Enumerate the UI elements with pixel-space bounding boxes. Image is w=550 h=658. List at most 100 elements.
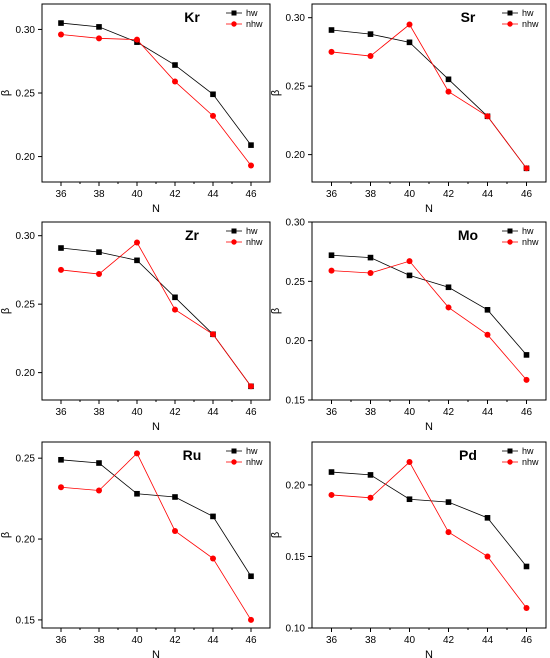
data-point-nhw bbox=[96, 487, 102, 494]
legend-marker-nhw bbox=[231, 459, 237, 465]
data-point-hw bbox=[58, 245, 64, 251]
y-tick-label: 0.20 bbox=[286, 480, 306, 491]
data-point-nhw bbox=[58, 266, 64, 273]
data-point-nhw bbox=[210, 112, 216, 119]
data-point-hw bbox=[445, 76, 452, 83]
panel-title: Kr bbox=[184, 9, 200, 25]
data-point-nhw bbox=[445, 304, 452, 311]
x-tick-label: 40 bbox=[404, 189, 416, 200]
y-tick-label: 0.10 bbox=[286, 624, 306, 635]
legend-label-nhw: nhw bbox=[246, 457, 263, 467]
data-point-nhw bbox=[406, 21, 413, 28]
series-line-hw bbox=[60, 459, 252, 577]
series-line-hw bbox=[60, 247, 252, 387]
data-point-nhw bbox=[172, 78, 178, 85]
data-point-nhw bbox=[58, 31, 64, 38]
legend-marker-nhw bbox=[507, 21, 513, 27]
data-point-hw bbox=[445, 499, 452, 505]
x-tick-label: 46 bbox=[521, 189, 533, 200]
x-tick-label: 44 bbox=[207, 635, 219, 646]
data-point-hw bbox=[484, 307, 491, 313]
data-point-nhw bbox=[445, 529, 452, 536]
data-point-hw bbox=[367, 254, 374, 261]
data-point-nhw bbox=[172, 306, 178, 313]
x-axis-label: N bbox=[425, 203, 433, 215]
data-point-nhw bbox=[445, 88, 452, 95]
data-point-nhw bbox=[367, 270, 374, 277]
data-point-nhw bbox=[134, 36, 140, 43]
x-tick-label: 38 bbox=[365, 407, 377, 418]
legend-label-nhw: nhw bbox=[246, 19, 263, 29]
y-axis-label: β bbox=[0, 90, 12, 96]
x-tick-label: 40 bbox=[131, 407, 143, 418]
x-tick-label: 36 bbox=[326, 189, 338, 200]
x-tick-label: 40 bbox=[404, 635, 416, 646]
x-tick-label: 38 bbox=[93, 189, 105, 200]
data-point-hw bbox=[96, 460, 102, 466]
data-point-hw bbox=[523, 352, 530, 358]
x-tick-label: 36 bbox=[326, 635, 338, 646]
panel-title: Ru bbox=[183, 447, 202, 463]
data-point-hw bbox=[248, 142, 254, 148]
x-tick-label: 42 bbox=[443, 189, 455, 200]
data-point-hw bbox=[210, 513, 216, 520]
y-tick-label: 0.20 bbox=[16, 368, 36, 379]
x-tick-label: 42 bbox=[443, 635, 455, 646]
data-point-nhw bbox=[406, 258, 413, 265]
y-tick-label: 0.20 bbox=[286, 150, 306, 161]
y-axis-label: β bbox=[0, 308, 12, 314]
x-tick-label: 42 bbox=[169, 407, 181, 418]
y-axis-label: β bbox=[270, 90, 282, 96]
x-tick-label: 36 bbox=[55, 189, 67, 200]
plot-frame bbox=[311, 441, 547, 629]
x-tick-label: 38 bbox=[365, 189, 377, 200]
x-tick-label: 46 bbox=[245, 189, 257, 200]
x-tick-label: 42 bbox=[443, 407, 455, 418]
y-tick-label: 0.20 bbox=[286, 336, 306, 347]
series-line-hw bbox=[331, 29, 527, 169]
data-point-nhw bbox=[328, 491, 335, 498]
data-point-hw bbox=[210, 91, 216, 98]
data-point-nhw bbox=[134, 450, 140, 457]
x-tick-label: 36 bbox=[326, 407, 338, 418]
x-tick-label: 44 bbox=[207, 407, 219, 418]
data-point-hw bbox=[445, 284, 452, 291]
data-point-hw bbox=[406, 496, 413, 503]
series-line-nhw bbox=[60, 34, 252, 166]
data-point-hw bbox=[248, 573, 254, 580]
legend-label-nhw: nhw bbox=[522, 19, 539, 29]
x-tick-label: 40 bbox=[131, 189, 143, 200]
plot-frame bbox=[41, 441, 271, 629]
panel-title: Zr bbox=[185, 227, 200, 243]
data-point-hw bbox=[172, 62, 178, 68]
data-point-hw bbox=[58, 456, 64, 463]
data-point-nhw bbox=[328, 267, 335, 274]
y-tick-label: 0.30 bbox=[16, 231, 36, 242]
x-axis-label: N bbox=[425, 649, 433, 658]
data-point-nhw bbox=[523, 376, 530, 383]
data-point-hw bbox=[134, 257, 140, 264]
series-line-nhw bbox=[331, 260, 527, 381]
y-tick-label: 0.30 bbox=[16, 25, 36, 36]
data-point-nhw bbox=[484, 113, 491, 120]
data-point-nhw bbox=[210, 555, 216, 562]
x-tick-label: 40 bbox=[404, 407, 416, 418]
plot-frame bbox=[41, 3, 271, 183]
legend-box bbox=[222, 444, 268, 468]
data-point-nhw bbox=[96, 271, 102, 278]
data-point-hw bbox=[406, 272, 413, 279]
x-tick-label: 38 bbox=[93, 407, 105, 418]
data-point-hw bbox=[484, 515, 491, 521]
y-tick-label: 0.30 bbox=[286, 13, 306, 24]
data-point-hw bbox=[523, 563, 530, 570]
x-tick-label: 42 bbox=[169, 635, 181, 646]
data-point-hw bbox=[58, 20, 64, 26]
